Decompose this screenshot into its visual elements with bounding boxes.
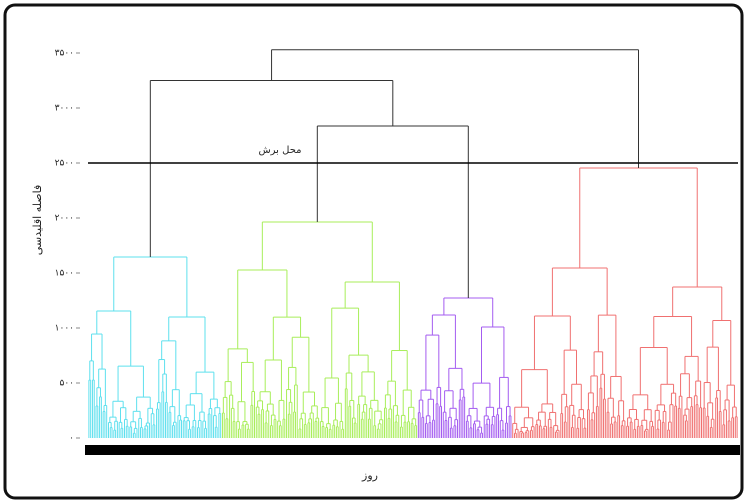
- y-tick-label: ۲۵۰۰: [55, 159, 74, 169]
- y-tick-label: ۲۰۰۰: [55, 214, 74, 224]
- y-tick-label: ۰: [69, 434, 74, 444]
- frame: [3, 3, 744, 500]
- y-tick-label: ۵۰۰: [59, 379, 74, 389]
- x-axis-label: روز: [361, 469, 378, 482]
- y-tick-label: ۱۵۰۰: [55, 269, 74, 279]
- y-tick-label: ۳۵۰۰: [55, 49, 74, 59]
- y-axis-label: فاصله اقلیدسی: [31, 185, 44, 255]
- y-tick-label: ۱۰۰۰: [55, 324, 74, 334]
- x-axis-bar: [85, 445, 740, 455]
- cut-label: محل برش: [258, 145, 301, 156]
- y-tick-label: ۳۰۰۰: [55, 104, 74, 114]
